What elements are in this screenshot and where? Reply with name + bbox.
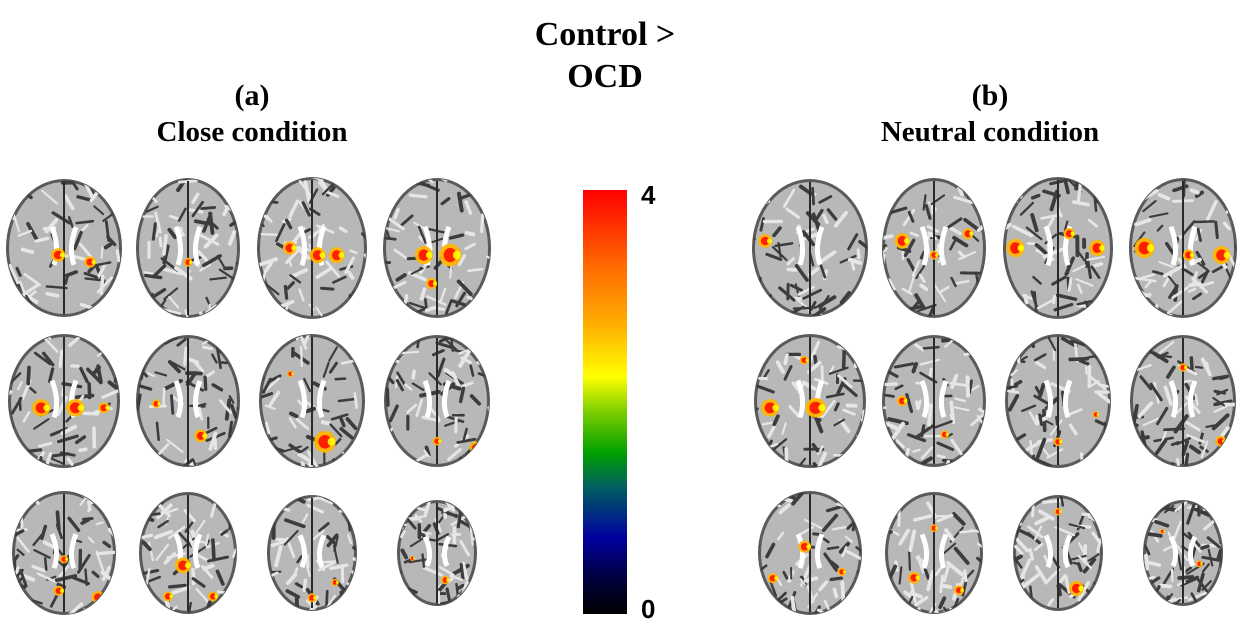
panel-a-heading: (a) Close condition	[82, 78, 422, 150]
panel-b-slice-r2-c3	[1005, 334, 1111, 468]
figure-title: Control > OCD	[500, 14, 710, 98]
panel-b-slice-r2-c4	[1130, 335, 1236, 467]
panel-a-slice-r1-c2	[136, 178, 240, 318]
panel-b-slice-r2-c2	[882, 335, 986, 467]
panel-b-letter: (b)	[971, 79, 1009, 112]
panel-a-letter: (a)	[234, 79, 270, 112]
panel-b-slice-r3-c2	[885, 492, 983, 614]
panel-b-slice-r1-c1	[752, 179, 868, 317]
panel-b-slice-r3-c4	[1143, 500, 1223, 606]
panel-b-slice-r1-c4	[1129, 178, 1237, 318]
panel-a-slice-r1-c1	[6, 179, 122, 317]
colorbar-max-label: 4	[641, 180, 656, 210]
panel-b-slice-r3-c3	[1013, 495, 1103, 611]
panel-b-slice-r2-c1	[754, 334, 866, 468]
panel-a-slice-r1-c3	[257, 177, 367, 319]
panel-b-slice-r1-c2	[882, 178, 986, 318]
panel-b-slice-r1-c3	[1003, 177, 1113, 319]
figure-title-line2: OCD	[567, 58, 643, 95]
panel-a-slice-r3-c3	[267, 495, 357, 611]
colorbar-gradient	[583, 190, 627, 614]
panel-a-slice-r3-c4	[397, 500, 477, 606]
panel-a-slice-r2-c1	[8, 334, 120, 468]
panel-b-slice-r3-c1	[758, 491, 862, 615]
panel-a-slice-r3-c2	[139, 492, 237, 614]
panel-a-slice-r2-c2	[136, 335, 240, 467]
panel-a-slice-r2-c4	[384, 335, 490, 467]
panel-a-slice-r3-c1	[12, 491, 116, 615]
panel-a-slice-r2-c3	[259, 334, 365, 468]
figure-title-line1: Control >	[534, 16, 676, 53]
panel-b-condition: Neutral condition	[880, 116, 1100, 148]
panel-b-heading: (b) Neutral condition	[820, 78, 1160, 150]
colorbar-min-label: 0	[641, 594, 656, 624]
panel-a-slice-r1-c4	[383, 178, 491, 318]
panel-a-condition: Close condition	[156, 116, 348, 148]
